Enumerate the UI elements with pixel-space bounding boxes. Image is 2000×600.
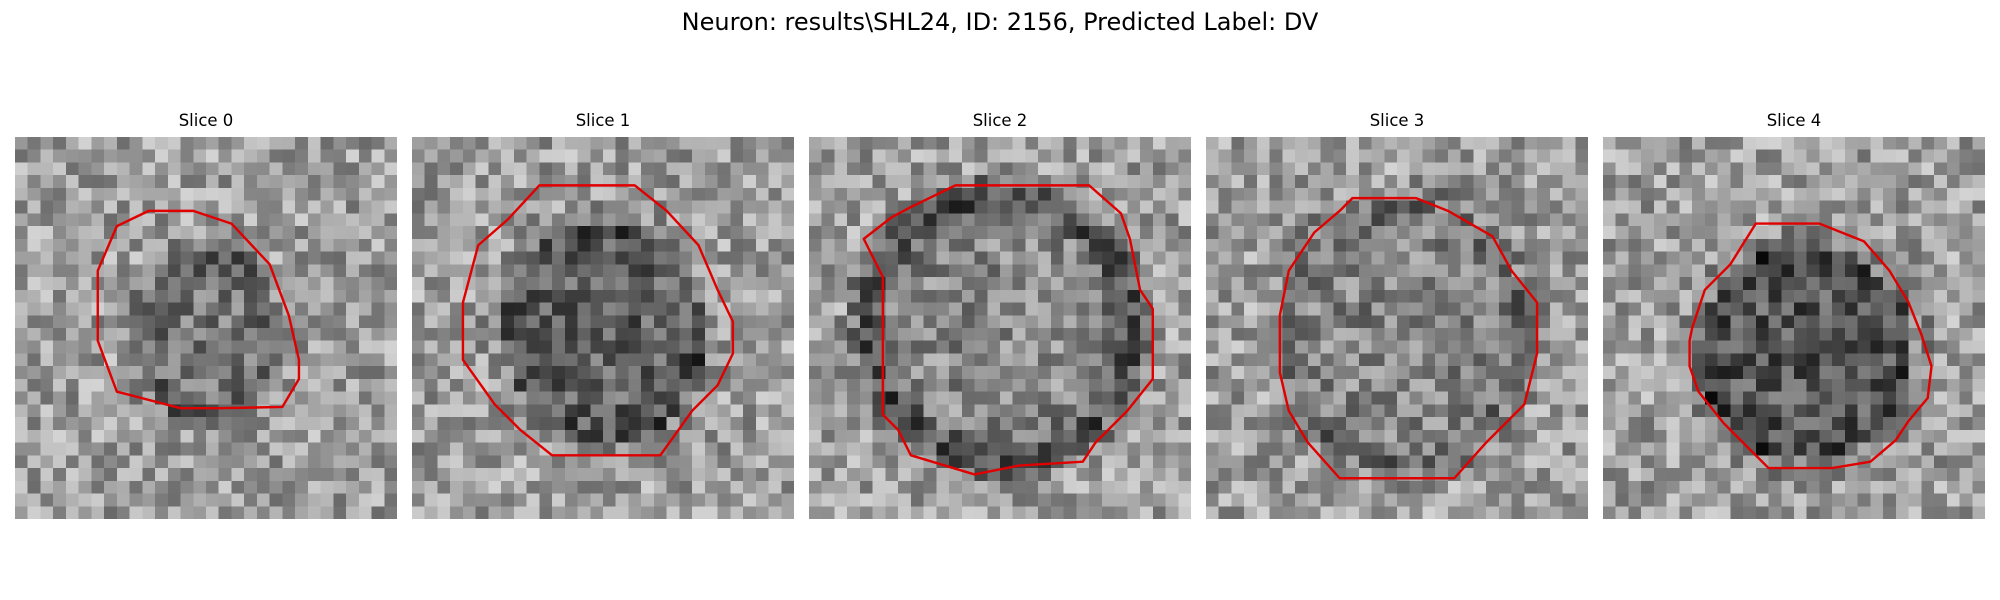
neuron-contour [1688, 222, 1933, 470]
slice-title: Slice 4 [1766, 111, 1822, 130]
slice-image [412, 137, 794, 519]
neuron-contour [461, 184, 735, 457]
slice-image [15, 137, 397, 519]
neuron-contour [1278, 196, 1539, 480]
slice-panel-1: Slice 1 [412, 109, 794, 519]
slice-title: Slice 3 [1369, 111, 1425, 130]
slice-panel-0: Slice 0 [15, 109, 397, 519]
neuron-contour [96, 209, 301, 410]
slice-image [809, 137, 1191, 519]
slice-image [1603, 137, 1985, 519]
slice-panel-3: Slice 3 [1206, 109, 1588, 519]
slice-title: Slice 0 [178, 111, 234, 130]
slice-image [1206, 137, 1588, 519]
slice-title: Slice 2 [972, 111, 1028, 130]
neuron-contour [862, 184, 1155, 476]
figure-title: Neuron: results\SHL24, ID: 2156, Predict… [681, 8, 1319, 36]
slice-panel-2: Slice 2 [809, 109, 1191, 519]
slice-title: Slice 1 [575, 111, 631, 130]
slice-panel-4: Slice 4 [1603, 109, 1985, 519]
